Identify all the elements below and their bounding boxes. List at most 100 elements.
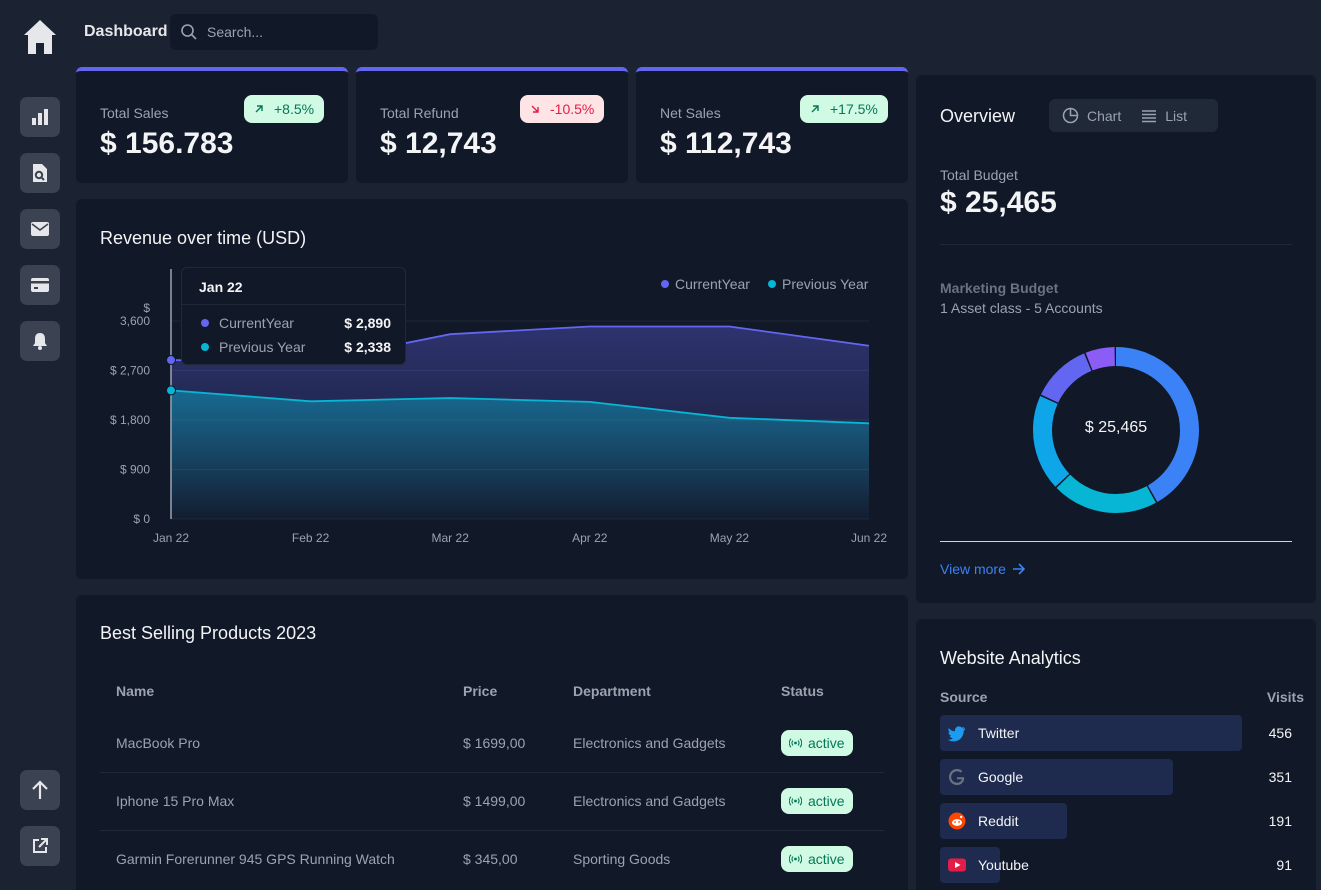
cell-status: active bbox=[765, 772, 884, 831]
status-badge: active bbox=[781, 846, 853, 873]
kpi-card-net-sales: Net Sales $ 112,743 +17.5% bbox=[636, 67, 908, 183]
search-icon bbox=[181, 24, 197, 40]
divider bbox=[940, 541, 1292, 542]
reddit-icon bbox=[948, 812, 966, 830]
analytics-visits-value: 351 bbox=[1268, 769, 1292, 785]
status-badge: active bbox=[781, 788, 853, 814]
cell-status: active bbox=[765, 714, 884, 773]
tooltip-value: $ 2,890 bbox=[344, 315, 391, 331]
kpi-change: -10.5% bbox=[550, 101, 595, 117]
tab-chart-label: Chart bbox=[1087, 107, 1122, 124]
legend-previous-year[interactable]: Previous Year bbox=[768, 276, 868, 292]
legend-dot bbox=[661, 280, 669, 288]
kpi-value: $ 12,743 bbox=[380, 127, 497, 160]
sidebar-item-mail[interactable] bbox=[20, 209, 60, 249]
home-icon[interactable] bbox=[22, 18, 58, 56]
legend-dot bbox=[768, 280, 776, 288]
tooltip-row-previous: Previous Year $ 2,338 bbox=[201, 339, 391, 355]
kpi-change-badge: -10.5% bbox=[520, 95, 605, 123]
legend-current-year[interactable]: CurrentYear bbox=[661, 276, 750, 292]
divider bbox=[940, 244, 1292, 245]
kpi-label: Total Sales bbox=[100, 105, 169, 121]
view-toggle: Chart List bbox=[1049, 99, 1218, 132]
budget-donut-chart[interactable] bbox=[1030, 344, 1202, 516]
arrow-up-right-icon bbox=[811, 105, 819, 113]
open-external-button[interactable] bbox=[20, 826, 60, 866]
analytics-bar-google bbox=[940, 759, 1173, 795]
table-row[interactable]: MacBook Pro $ 1699,00 Electronics and Ga… bbox=[100, 714, 884, 773]
view-more-link[interactable]: View more bbox=[940, 561, 1026, 577]
analytics-bar-twitter bbox=[940, 715, 1242, 751]
column-visits: Visits bbox=[1266, 689, 1304, 705]
bell-icon bbox=[33, 333, 47, 350]
series-line-1[interactable] bbox=[170, 389, 870, 425]
arrow-right-icon bbox=[1012, 563, 1026, 575]
marketing-budget-subtitle: 1 Asset class - 5 Accounts bbox=[940, 300, 1103, 316]
x-tick-label: Mar 22 bbox=[432, 531, 470, 545]
overview-card: Overview Total Budget $ 25,465 Marketing… bbox=[916, 75, 1316, 603]
cell-department: Electronics and Gadgets bbox=[557, 772, 765, 831]
table-row[interactable]: Iphone 15 Pro Max $ 1499,00 Electronics … bbox=[100, 772, 884, 831]
column-header-status[interactable]: Status bbox=[781, 683, 824, 699]
cell-price: $ 1699,00 bbox=[447, 714, 557, 773]
analytics-source-label[interactable]: Reddit bbox=[978, 813, 1019, 829]
mail-icon bbox=[31, 222, 49, 236]
sidebar-item-analytics[interactable] bbox=[20, 97, 60, 137]
sidebar-item-notifications[interactable] bbox=[20, 321, 60, 361]
x-tick-label: Jun 22 bbox=[851, 531, 887, 545]
sidebar-item-documents[interactable] bbox=[20, 153, 60, 193]
x-tick-label: Feb 22 bbox=[292, 531, 330, 545]
sidebar-item-billing[interactable] bbox=[20, 265, 60, 305]
analytics-source-label[interactable]: Google bbox=[978, 769, 1024, 785]
cell-price: $ 345,00 bbox=[463, 851, 518, 868]
kpi-card-total-refund: Total Refund $ 12,743 -10.5% bbox=[356, 67, 628, 183]
y-tick-label: 3,600 bbox=[120, 314, 150, 328]
donut-segment-2[interactable] bbox=[1033, 347, 1199, 513]
cell-name: MacBook Pro bbox=[100, 714, 447, 773]
revenue-chart[interactable]: $ 0 $ 900 $ 1,800 $ 2,700 3,600$ Jan 22 Feb 22… bbox=[76, 199, 908, 579]
column-source: Source bbox=[940, 689, 988, 705]
hover-point-1 bbox=[166, 385, 176, 396]
donut-segment-1[interactable] bbox=[1033, 347, 1199, 513]
tooltip-label: Previous Year bbox=[219, 339, 306, 355]
status-label: active bbox=[808, 793, 845, 809]
analytics-card: Website Analytics Source Visits bbox=[916, 619, 1316, 890]
search-box[interactable] bbox=[170, 14, 378, 50]
kpi-label: Net Sales bbox=[660, 105, 721, 121]
table-row[interactable]: Garmin Forerunner 945 GPS Running Watch … bbox=[100, 830, 884, 888]
tooltip-dot bbox=[201, 343, 209, 351]
arrow-up-right-icon bbox=[255, 105, 263, 113]
analytics-visits-value: 191 bbox=[1268, 813, 1292, 829]
kpi-change-badge: +17.5% bbox=[800, 95, 888, 123]
tooltip-label: CurrentYear bbox=[219, 315, 294, 331]
search-input[interactable] bbox=[207, 24, 367, 40]
y-tick-label: $ 0 bbox=[133, 512, 150, 526]
marketing-budget-label: Marketing Budget bbox=[940, 280, 1059, 296]
kpi-value: $ 156.783 bbox=[100, 127, 234, 160]
table-header-row: Name Price Department Status bbox=[100, 668, 884, 714]
youtube-icon bbox=[948, 856, 966, 874]
x-tick-label: Apr 22 bbox=[572, 531, 608, 545]
kpi-label: Total Refund bbox=[380, 105, 459, 121]
scroll-top-button[interactable] bbox=[20, 770, 60, 810]
x-tick-label: May 22 bbox=[710, 531, 750, 545]
total-budget-label: Total Budget bbox=[940, 167, 1018, 183]
credit-card-icon bbox=[31, 278, 49, 292]
analytics-visits-value: 456 bbox=[1268, 725, 1292, 741]
column-header-price[interactable]: Price bbox=[463, 683, 498, 699]
tab-chart[interactable]: Chart bbox=[1062, 107, 1121, 124]
products-table: Name Price Department Status MacBook Pro… bbox=[100, 668, 884, 888]
x-tick-label: Jan 22 bbox=[153, 531, 189, 545]
tab-list[interactable]: List bbox=[1141, 108, 1187, 124]
column-header-department[interactable]: Department bbox=[573, 683, 651, 699]
analytics-source-label[interactable]: Youtube bbox=[978, 857, 1029, 873]
broadcast-icon bbox=[789, 796, 802, 806]
y-tick-label: $ 1,800 bbox=[110, 413, 150, 427]
donut-segment-0[interactable] bbox=[1033, 347, 1199, 513]
sidebar bbox=[0, 0, 80, 890]
chart-bar-icon bbox=[32, 109, 48, 125]
document-search-icon bbox=[33, 164, 47, 182]
analytics-source-label[interactable]: Twitter bbox=[978, 725, 1020, 741]
column-header-name[interactable]: Name bbox=[116, 683, 155, 699]
cell-department: Sporting Goods bbox=[573, 851, 671, 868]
